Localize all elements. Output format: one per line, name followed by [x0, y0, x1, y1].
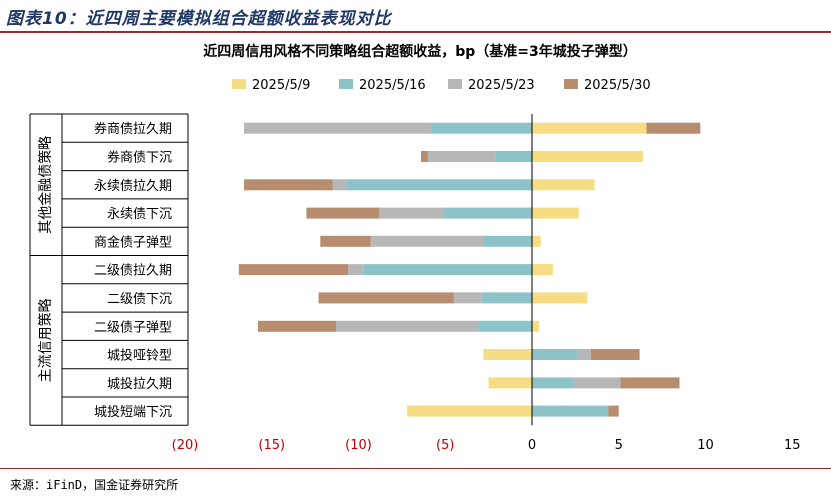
legend-swatch-1 [232, 79, 246, 89]
bar-9-series-1 [483, 349, 532, 360]
bar-6-series-2 [363, 264, 532, 276]
category-labels: 券商债拉久期券商债下沉永续债拉久期永续债下沉商金债子弹型二级债拉久期二级债下沉二… [94, 121, 172, 420]
bar-5-series-2 [483, 235, 532, 247]
chart-title: 近四周信用风格不同策略组合超额收益，bp（基准=3年城投子弹型） [203, 43, 637, 60]
x-tick-label-5: 0 [528, 438, 536, 453]
bar-6-series-1 [532, 264, 553, 276]
bar-8-series-2 [478, 320, 532, 332]
bar-9-series-2 [532, 349, 578, 360]
bar-3-series-4 [244, 179, 333, 191]
bar-4-series-1 [532, 207, 579, 219]
bar-1-series-2 [431, 122, 532, 134]
footer-divider [0, 468, 831, 469]
category-label-2: 券商债下沉 [107, 149, 172, 165]
bar-11-series-1 [407, 405, 532, 417]
bar-4-series-4 [306, 207, 380, 219]
x-tick-label-7: 10 [697, 438, 714, 453]
legend-swatch-4 [564, 79, 578, 89]
category-label-4: 永续债下沉 [107, 207, 172, 222]
bar-3-series-1 [532, 179, 595, 191]
x-tick-label-8: 15 [784, 438, 801, 453]
category-label-11: 城投短端下沉 [94, 404, 172, 420]
x-tick-label-3: (10) [345, 438, 372, 453]
bar-8-series-4 [257, 320, 336, 332]
legend-swatch-2 [339, 79, 353, 89]
bar-5-series-3 [370, 235, 484, 247]
bar-7-series-2 [481, 292, 532, 304]
bar-11-series-4 [608, 405, 619, 417]
source-note: 来源：iFinD，国金证券研究所 [10, 478, 179, 492]
bar-8-series-3 [335, 320, 479, 332]
x-axis: (20) (15) (10) (5) 0 5 10 15 [172, 114, 801, 453]
bar-3-series-2 [346, 179, 532, 191]
category-label-5: 商金债子弹型 [94, 234, 172, 250]
bar-10-series-3 [573, 377, 621, 389]
legend: 2025/5/9 2025/5/16 2025/5/23 2025/5/30 [232, 78, 651, 93]
bar-9-series-3 [577, 349, 591, 360]
bar-4-series-2 [443, 207, 532, 219]
x-tick-label-1: (20) [172, 438, 199, 453]
bar-10-series-4 [620, 377, 680, 389]
bar-11-series-2 [532, 405, 609, 417]
group-label-1: 其他金融债策略 [37, 136, 54, 234]
legend-label-4: 2025/5/30 [584, 78, 651, 93]
bar-1-series-3 [244, 122, 432, 134]
bar-3-series-3 [332, 179, 347, 191]
figure-title: 图表10：近四周主要模拟组合超额收益表现对比 [6, 9, 392, 29]
group-label-2: 主流信用策略 [37, 298, 54, 382]
bar-5-series-1 [532, 235, 541, 247]
bar-2-series-2 [495, 151, 532, 162]
bar-6-series-3 [348, 264, 364, 276]
bar-2-series-3 [427, 151, 496, 162]
category-label-10: 城投拉久期 [107, 376, 172, 392]
category-label-6: 二级债拉久期 [94, 264, 172, 279]
bar-8-series-1 [532, 320, 539, 332]
bar-4-series-3 [379, 207, 444, 219]
bar-5-series-4 [320, 235, 371, 247]
category-label-8: 二级债子弹型 [94, 320, 172, 335]
legend-label-3: 2025/5/23 [468, 78, 535, 93]
legend-label-1: 2025/5/9 [252, 78, 310, 93]
bar-2-series-4 [421, 151, 428, 162]
category-label-7: 二级债下沉 [107, 292, 172, 307]
bar-1-series-1 [532, 122, 647, 134]
category-label-3: 永续债拉久期 [94, 179, 172, 194]
bar-6-series-4 [238, 264, 349, 276]
bar-7-series-3 [453, 292, 482, 304]
x-tick-label-6: 5 [615, 438, 623, 453]
legend-label-2: 2025/5/16 [359, 78, 426, 93]
bar-10-series-2 [532, 377, 574, 389]
x-tick-label-4: (5) [436, 438, 454, 453]
title-divider [0, 31, 831, 33]
category-label-1: 券商债拉久期 [94, 121, 172, 137]
bars [238, 122, 701, 417]
bar-7-series-4 [318, 292, 454, 304]
bar-2-series-1 [532, 151, 643, 162]
category-label-9: 城投哑铃型 [107, 348, 172, 364]
bar-1-series-4 [646, 122, 701, 134]
bar-10-series-1 [488, 377, 532, 389]
x-tick-label-2: (15) [258, 438, 285, 453]
legend-swatch-3 [448, 79, 462, 89]
bar-9-series-4 [591, 349, 640, 360]
bar-7-series-1 [532, 292, 588, 304]
